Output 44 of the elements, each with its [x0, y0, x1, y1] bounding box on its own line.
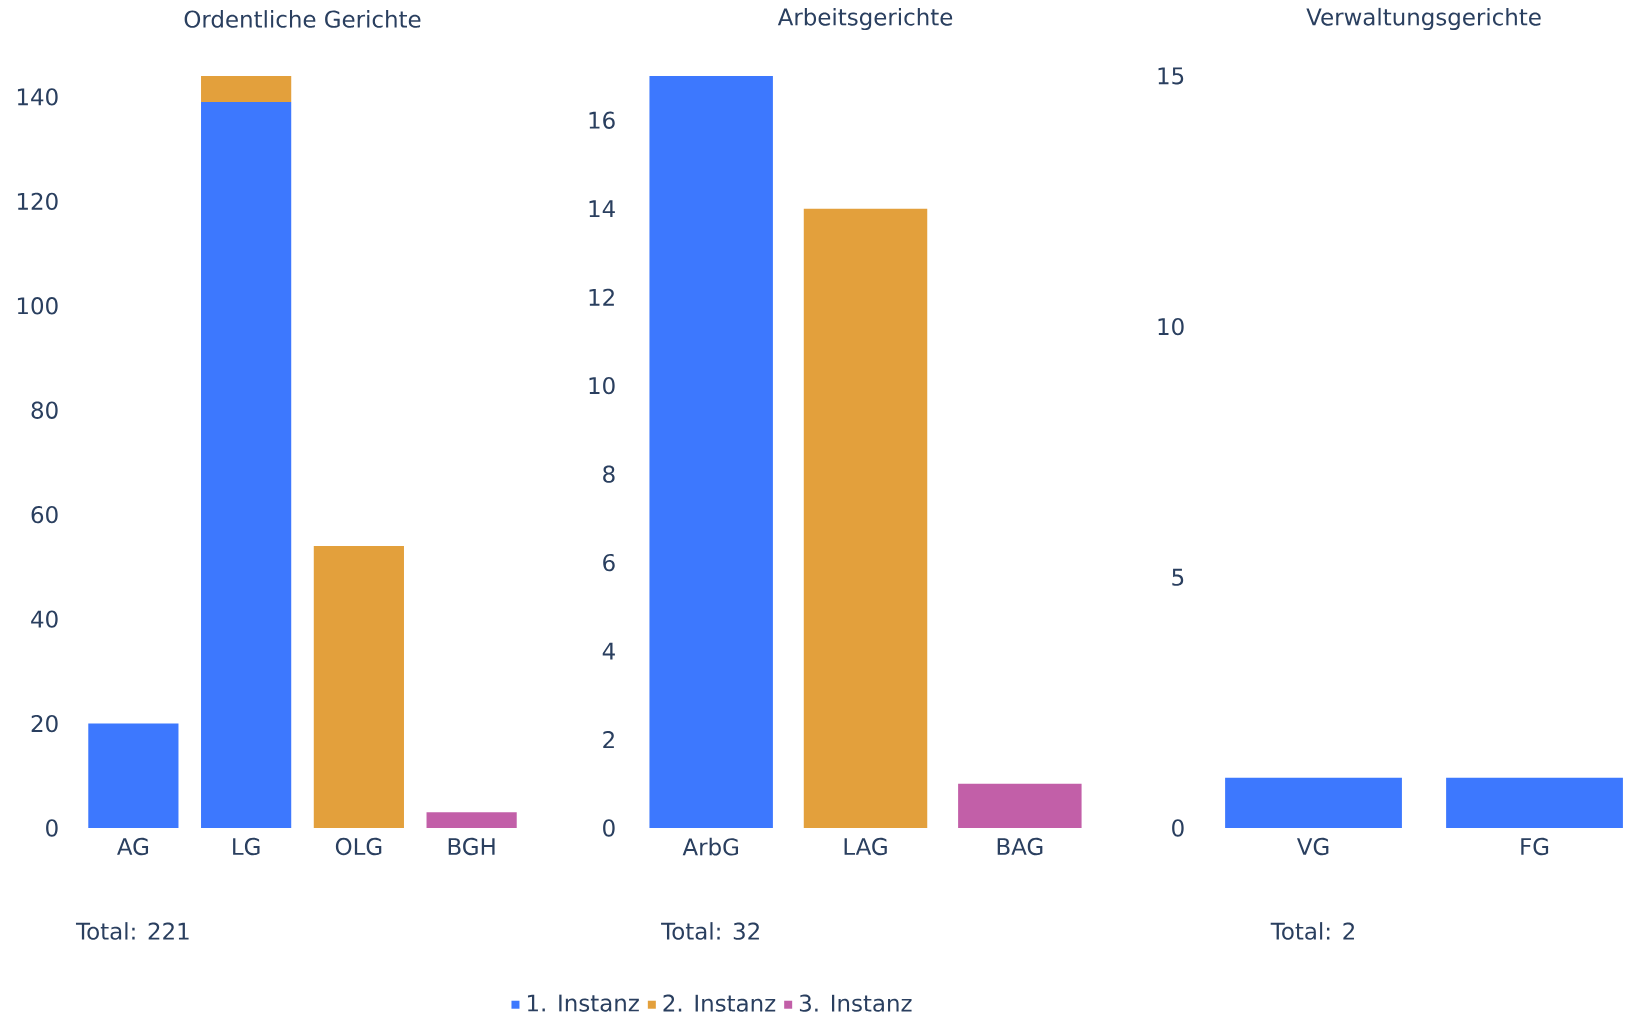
chart-title: Verwaltungsgerichte	[1306, 7, 1541, 31]
x-tick-label: ArbG	[682, 837, 738, 856]
x-tick-label: AG	[117, 837, 149, 856]
y-tick-label: 4	[602, 642, 615, 660]
bar	[201, 75, 292, 103]
y-tick-label: 8	[603, 465, 615, 483]
legend-label: 3. Instanz	[799, 994, 912, 1012]
y-tick-label: 12	[589, 288, 614, 306]
chart-title: Ordentliche Gerichte	[184, 10, 421, 28]
y-tick-label: 20	[31, 714, 58, 733]
legend-label: 2. Instanz	[663, 994, 776, 1012]
y-tick-label: 80	[31, 401, 58, 419]
bar	[313, 546, 404, 828]
x-tick-label: OLG	[335, 837, 382, 856]
legend-label: 1. Instanz	[527, 994, 639, 1012]
y-tick-label: 100	[17, 297, 58, 315]
text: Total: 32	[661, 922, 759, 940]
y-tick-label: 0	[603, 819, 615, 837]
y-tick-label: 2	[603, 731, 614, 749]
text: Total: 221	[75, 922, 189, 940]
text: Total: 2	[1270, 922, 1354, 940]
y-tick-label: 0	[46, 819, 58, 837]
bar	[426, 812, 517, 828]
y-tick-label: 6	[603, 553, 615, 572]
y-tick-label: 16	[589, 111, 615, 129]
x-tick-label: BAG	[997, 837, 1043, 856]
bar	[88, 723, 179, 828]
y-tick-label: 0	[1172, 819, 1184, 837]
y-tick-label: 140	[17, 88, 58, 106]
x-tick-label: FG	[1521, 837, 1549, 856]
y-tick-label: 10	[589, 376, 615, 395]
x-tick-label: LAG	[844, 837, 887, 856]
y-tick-label: 14	[589, 200, 615, 218]
x-tick-label: LG	[233, 837, 260, 856]
y-tick-label: 120	[17, 192, 58, 210]
bar	[201, 102, 292, 828]
y-tick-label: 60	[31, 505, 58, 524]
y-tick-label: 15	[1158, 67, 1184, 85]
y-tick-label: 40	[31, 610, 58, 628]
x-tick-label: BGH	[448, 837, 495, 856]
x-tick-label: VG	[1296, 837, 1329, 856]
chart-title: Arbeitsgerichte	[777, 7, 953, 31]
y-tick-label: 10	[1158, 317, 1184, 336]
y-tick-label: 5	[1172, 568, 1184, 586]
